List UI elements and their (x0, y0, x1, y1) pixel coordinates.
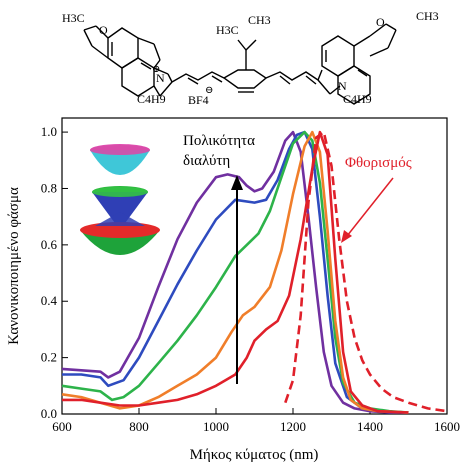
counterion-label: BF4 (188, 93, 209, 107)
plot-frame (61, 117, 448, 415)
absorption-series-line-2 (62, 130, 409, 414)
series-layer (61, 130, 448, 414)
x-axis-label: Μήκος κύματος (nm) (190, 447, 319, 463)
y-tick-label: 0.6 (41, 237, 58, 252)
plus-sign: ⊕ (152, 64, 160, 75)
x-tick-label: 1200 (280, 419, 306, 434)
right-n-label: N (338, 79, 347, 93)
right-oxygen-label: O (376, 15, 385, 29)
polarity-label-line1: Πολικότητα (183, 133, 255, 149)
y-tick-label: 0.4 (41, 293, 58, 308)
absorption-series-line-1 (61, 130, 409, 414)
absorption-series-line-4 (61, 130, 409, 414)
right-methyl-label: CH3 (416, 9, 439, 23)
spectrum-chart: 600 800 1000 1200 1400 1600 0.0 0.2 0.4 0.6 0.8 1.0 (6, 117, 460, 463)
axis-ticks: 600 800 1000 1200 1400 1600 0.0 0.2 0.4 0.6 0.8 1.0 (41, 124, 460, 434)
fluorescence-label: Φθορισμός (345, 155, 412, 171)
y-tick-label: 0.0 (41, 406, 57, 421)
top-dimethyl-right-label: CH3 (248, 13, 271, 27)
left-butyl-label: C4H9 (137, 92, 166, 106)
right-butyl-label: C4H9 (343, 92, 372, 106)
y-tick-label: 0.8 (41, 180, 57, 195)
y-tick-label: 1.0 (41, 124, 57, 139)
top-dimethyl-left-label: H3C (216, 23, 239, 37)
molecule-labels: H3C O H3C CH3 O CH3 N ⊕ C4H9 BF4 ⊖ N C4H… (62, 9, 439, 107)
x-tick-label: 1000 (203, 419, 229, 434)
left-oxygen-label: O (99, 23, 108, 37)
absorption-series-line-3 (61, 130, 409, 414)
polarity-label-line2: διαλύτη (183, 153, 230, 169)
x-tick-label: 1600 (434, 419, 460, 434)
fluorescence-arrow (341, 177, 394, 243)
left-methyl-label: H3C (62, 11, 85, 25)
y-axis-label: Κανονικοποιημένο φάσμα (6, 187, 22, 345)
x-tick-label: 1400 (357, 419, 383, 434)
x-tick-label: 600 (52, 419, 72, 434)
minus-sign: ⊖ (205, 85, 213, 96)
y-tick-label: 0.2 (41, 350, 57, 365)
blue-green-cone-icon (92, 186, 148, 230)
inset-illustration (80, 144, 160, 255)
molecule-structure (83, 23, 397, 105)
fluorescence-series-line (284, 130, 448, 413)
cyan-magenta-bowl-icon (90, 144, 150, 175)
absorption-series-line-5 (62, 130, 409, 414)
red-green-double-bowl-icon (80, 212, 160, 255)
n-plus-label: N (156, 71, 165, 85)
polarity-arrow (231, 175, 243, 384)
x-tick-label: 800 (129, 419, 149, 434)
